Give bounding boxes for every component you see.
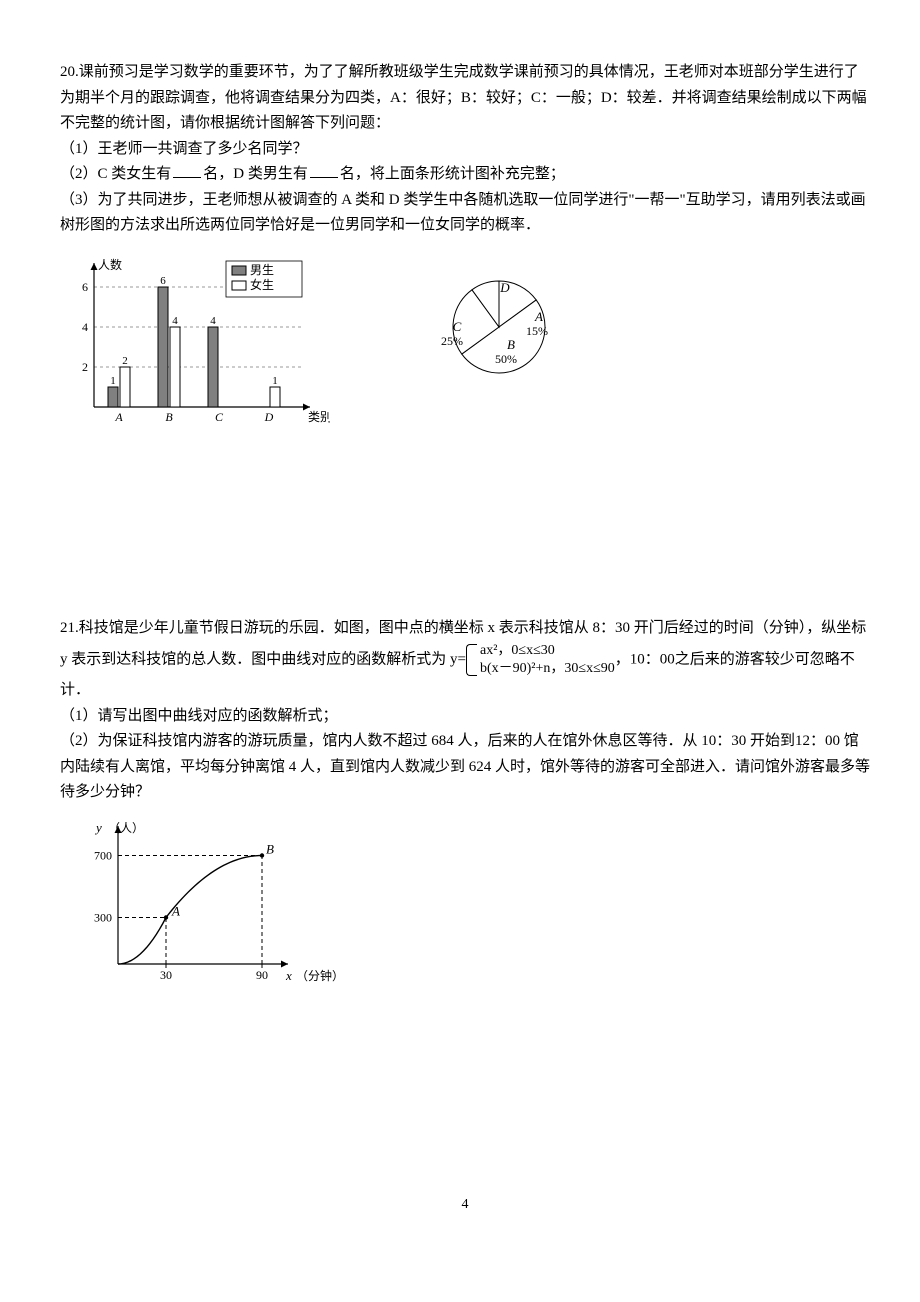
blank-c-female	[173, 162, 201, 178]
svg-text:女生: 女生	[250, 277, 274, 292]
page-number: 4	[60, 1193, 870, 1217]
question-21: 21.科技馆是少年儿童节假日游玩的乐园．如图，图中点的横坐标 x 表示科技馆从 …	[60, 616, 870, 993]
pie-chart: A15% B50% C25% D	[404, 247, 594, 427]
q21-sub1: （1）请写出图中曲线对应的函数解析式；	[60, 704, 870, 730]
svg-text:人数: 人数	[98, 257, 122, 272]
svg-text:4: 4	[172, 315, 178, 327]
q20-sub2c: 名，将上面条形统计图补充完整；	[340, 166, 565, 182]
svg-text:（人）: （人）	[108, 821, 144, 835]
q20-sub2a: （2）C 类女生有	[60, 166, 171, 182]
svg-text:300: 300	[94, 910, 112, 924]
q21-number: 21.	[60, 620, 79, 636]
svg-text:y: y	[94, 820, 102, 835]
svg-text:1: 1	[272, 375, 278, 387]
q21-figure: y （人） x （分钟） 30 90 300 700 A B	[60, 814, 870, 994]
q20-sub3: （3）为了共同进步，王老师想从被调查的 A 类和 D 类学生中各随机选取一位同学…	[60, 188, 870, 239]
svg-text:B: B	[266, 841, 274, 856]
svg-text:30: 30	[160, 968, 172, 982]
curve-graph: y （人） x （分钟） 30 90 300 700 A B	[60, 814, 340, 984]
q20-sub2: （2）C 类女生有 名，D 类男生有 名，将上面条形统计图补充完整；	[60, 162, 870, 188]
svg-text:A: A	[171, 903, 180, 918]
q20-sub2b: 名，D 类男生有	[203, 166, 308, 182]
svg-text:90: 90	[256, 968, 268, 982]
q21-sub2: （2）为保证科技馆内游客的游玩质量，馆内人数不超过 684 人，后来的人在馆外休…	[60, 729, 870, 806]
svg-text:4: 4	[210, 315, 216, 327]
svg-text:男生: 男生	[250, 263, 274, 277]
svg-text:C: C	[452, 319, 461, 334]
eq-y-equals: y=	[450, 651, 466, 667]
q20-sub1: （1）王老师一共调查了多少名同学？	[60, 137, 870, 163]
svg-text:4: 4	[82, 320, 88, 334]
svg-text:（分钟）: （分钟）	[296, 968, 340, 983]
svg-text:25%: 25%	[441, 334, 463, 348]
bar-chart: 246人数类别12A64B4C1D男生女生	[60, 247, 330, 427]
svg-text:6: 6	[82, 280, 88, 294]
q20-figures: 246人数类别12A64B4C1D男生女生 A15%B50%C25%D	[60, 247, 870, 437]
piecewise-brace: ax²，0≤x≤30 b(x－90)²+n，30≤x≤90	[466, 642, 615, 678]
svg-text:2: 2	[82, 360, 88, 374]
svg-text:1: 1	[110, 375, 116, 387]
svg-text:15%: 15%	[526, 324, 548, 338]
svg-text:2: 2	[122, 355, 128, 367]
svg-text:D: D	[499, 280, 510, 295]
blank-d-male	[310, 162, 338, 178]
svg-text:x: x	[285, 968, 292, 983]
piecewise-line2: b(x－90)²+n，30≤x≤90	[480, 660, 615, 678]
svg-text:6: 6	[160, 275, 166, 287]
svg-text:B: B	[165, 410, 173, 424]
svg-text:A: A	[114, 410, 123, 424]
svg-text:C: C	[215, 410, 224, 424]
q20-number: 20.	[60, 64, 79, 80]
question-20: 20.课前预习是学习数学的重要环节，为了了解所教班级学生完成数学课前预习的具体情…	[60, 60, 870, 436]
svg-text:A: A	[534, 309, 543, 324]
svg-text:700: 700	[94, 848, 112, 862]
svg-text:D: D	[264, 410, 274, 424]
svg-text:B: B	[507, 337, 515, 352]
q20-stem: 课前预习是学习数学的重要环节，为了了解所教班级学生完成数学课前预习的具体情况，王…	[60, 64, 867, 131]
svg-text:类别: 类别	[308, 410, 330, 424]
piecewise-line1: ax²，0≤x≤30	[480, 642, 615, 660]
svg-text:50%: 50%	[495, 352, 517, 366]
